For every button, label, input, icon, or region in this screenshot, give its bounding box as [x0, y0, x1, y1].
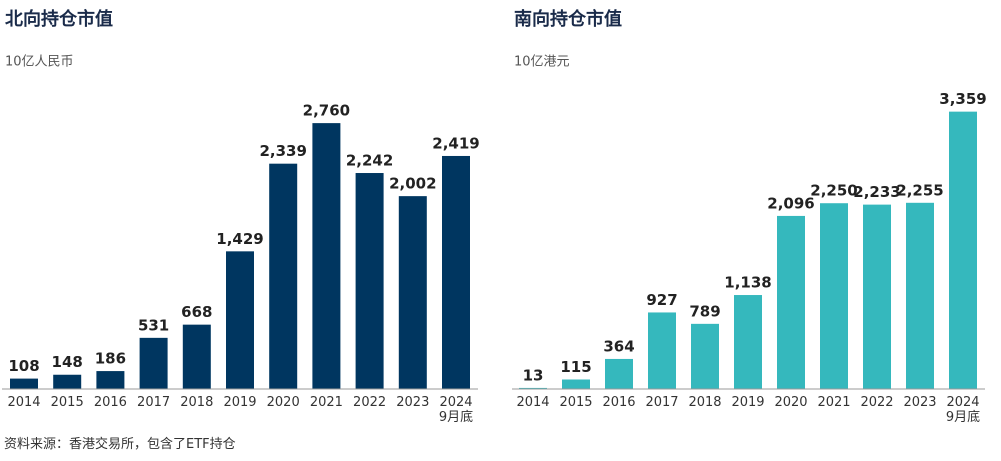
value-label: 531: [138, 316, 169, 334]
bar: [53, 374, 82, 389]
x-tick-label: 2019: [223, 395, 257, 410]
bar: [269, 163, 298, 389]
bar: [691, 323, 719, 389]
value-label: 2,255: [896, 181, 943, 199]
bar: [139, 337, 168, 389]
x-tick-label: 2019: [731, 395, 765, 410]
value-label: 2,250: [810, 182, 857, 200]
bar: [355, 173, 384, 389]
value-label: 789: [689, 302, 720, 320]
value-label: 3,359: [939, 90, 986, 108]
x-tick-label: 2015: [50, 395, 84, 410]
bar: [519, 387, 547, 389]
value-label: 2,096: [767, 194, 814, 212]
value-label: 2,339: [259, 142, 306, 160]
bar: [648, 312, 676, 389]
value-label: 13: [523, 366, 544, 384]
chart-subtitle: 10亿港元: [514, 55, 570, 70]
x-tick-label: 2016: [602, 395, 636, 410]
x-tick-label: 2014: [7, 395, 41, 410]
value-label: 186: [95, 350, 126, 368]
bar: [442, 155, 470, 389]
chart-title: 北向持仓市值: [5, 8, 113, 30]
bar: [562, 379, 590, 389]
source-note: 资料来源：香港交易所，包含了ETF持仓: [4, 437, 236, 452]
bar: [312, 123, 341, 390]
x-tick-label: 2023: [903, 395, 937, 410]
value-label: 1,138: [724, 274, 771, 292]
value-label: 927: [646, 291, 677, 309]
x-tick-label: 2018: [688, 395, 722, 410]
x-tick-label: 2014: [516, 395, 550, 410]
bar: [863, 204, 891, 389]
bar: [96, 371, 125, 389]
x-tick-label: 2020: [266, 395, 300, 410]
x-tick-label: 2023: [396, 395, 430, 410]
value-label: 148: [52, 353, 83, 371]
value-label: 2,233: [853, 183, 900, 201]
bar: [226, 251, 254, 389]
value-label: 115: [560, 358, 591, 376]
chart-subtitle: 10亿人民币: [5, 55, 74, 70]
x-tick-label: 2020: [774, 395, 808, 410]
value-label: 2,419: [432, 134, 479, 152]
bar: [605, 358, 633, 389]
x-tick-label: 2015: [559, 395, 593, 410]
x-tick-label: 2016: [93, 395, 127, 410]
bar: [398, 196, 427, 389]
value-label: 2,002: [389, 175, 436, 193]
x-tick-label: 2022: [860, 395, 894, 410]
x-tick-label: 2024 9月底: [945, 395, 981, 425]
x-tick-label: 2021: [309, 395, 343, 410]
x-tick-label: 2018: [180, 395, 214, 410]
x-tick-label: 2017: [137, 395, 171, 410]
value-label: 668: [181, 303, 212, 321]
value-label: 2,242: [346, 152, 393, 170]
value-label: 108: [8, 357, 39, 375]
value-label: 364: [603, 337, 634, 355]
x-tick-label: 2024 9月底: [438, 395, 474, 425]
bar: [182, 324, 211, 389]
bar: [820, 203, 848, 389]
value-label: 2,760: [303, 102, 350, 120]
bar: [906, 202, 934, 389]
x-tick-label: 2022: [353, 395, 387, 410]
bar: [734, 295, 762, 389]
value-label: 1,429: [216, 230, 263, 248]
bar: [10, 378, 38, 389]
x-tick-label: 2021: [817, 395, 851, 410]
bar: [777, 215, 805, 389]
x-tick-label: 2017: [645, 395, 679, 410]
bar: [949, 111, 977, 389]
chart-title: 南向持仓市值: [514, 8, 622, 30]
